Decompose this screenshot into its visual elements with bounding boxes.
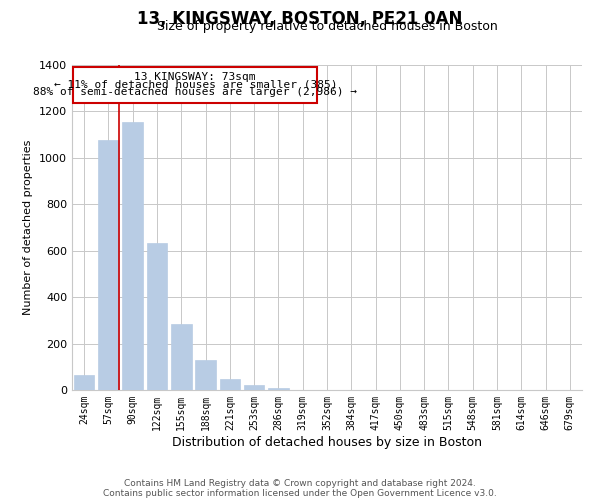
X-axis label: Distribution of detached houses by size in Boston: Distribution of detached houses by size … (172, 436, 482, 448)
Text: Contains HM Land Registry data © Crown copyright and database right 2024.: Contains HM Land Registry data © Crown c… (124, 478, 476, 488)
FancyBboxPatch shape (73, 68, 317, 102)
Text: 13 KINGSWAY: 73sqm: 13 KINGSWAY: 73sqm (134, 72, 256, 82)
Bar (195, 360, 216, 390)
Bar (171, 324, 191, 390)
Bar (220, 379, 240, 390)
Y-axis label: Number of detached properties: Number of detached properties (23, 140, 34, 315)
Title: Size of property relative to detached houses in Boston: Size of property relative to detached ho… (157, 20, 497, 34)
Text: 13, KINGSWAY, BOSTON, PE21 0AN: 13, KINGSWAY, BOSTON, PE21 0AN (137, 10, 463, 28)
Text: ← 11% of detached houses are smaller (385): ← 11% of detached houses are smaller (38… (53, 80, 337, 90)
Bar (98, 140, 119, 390)
Bar (268, 388, 289, 390)
Text: 88% of semi-detached houses are larger (2,986) →: 88% of semi-detached houses are larger (… (33, 88, 357, 98)
Bar (74, 375, 94, 390)
Bar (122, 122, 143, 390)
Bar (244, 386, 265, 390)
Bar (146, 242, 167, 390)
Text: Contains public sector information licensed under the Open Government Licence v3: Contains public sector information licen… (103, 488, 497, 498)
